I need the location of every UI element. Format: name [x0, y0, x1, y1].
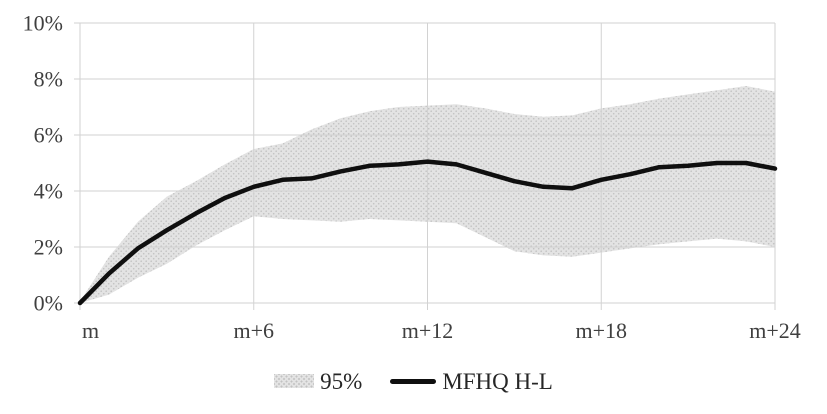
x-tick-label: m+24	[749, 318, 801, 343]
y-tick-label: 8%	[34, 67, 63, 92]
series-line-legend-label: MFHQ H-L	[442, 368, 553, 394]
confidence-band-swatch	[274, 374, 315, 388]
y-tick-label: 6%	[34, 123, 63, 148]
x-tick-label: m+12	[402, 318, 454, 343]
y-tick-label: 0%	[34, 291, 63, 316]
chart-legend: 95% MFHQ H-L	[0, 363, 827, 399]
x-tick-label: m+18	[575, 318, 627, 343]
x-tick-label: m	[82, 318, 99, 343]
series-line	[77, 159, 778, 306]
y-tick-label: 4%	[34, 179, 63, 204]
x-tick-label: m+6	[233, 318, 274, 343]
y-tick-label: 10%	[23, 11, 63, 36]
y-tick-label: 2%	[34, 235, 63, 260]
series-line-swatch	[390, 378, 437, 384]
confidence-band-legend-label: 95%	[320, 368, 363, 394]
